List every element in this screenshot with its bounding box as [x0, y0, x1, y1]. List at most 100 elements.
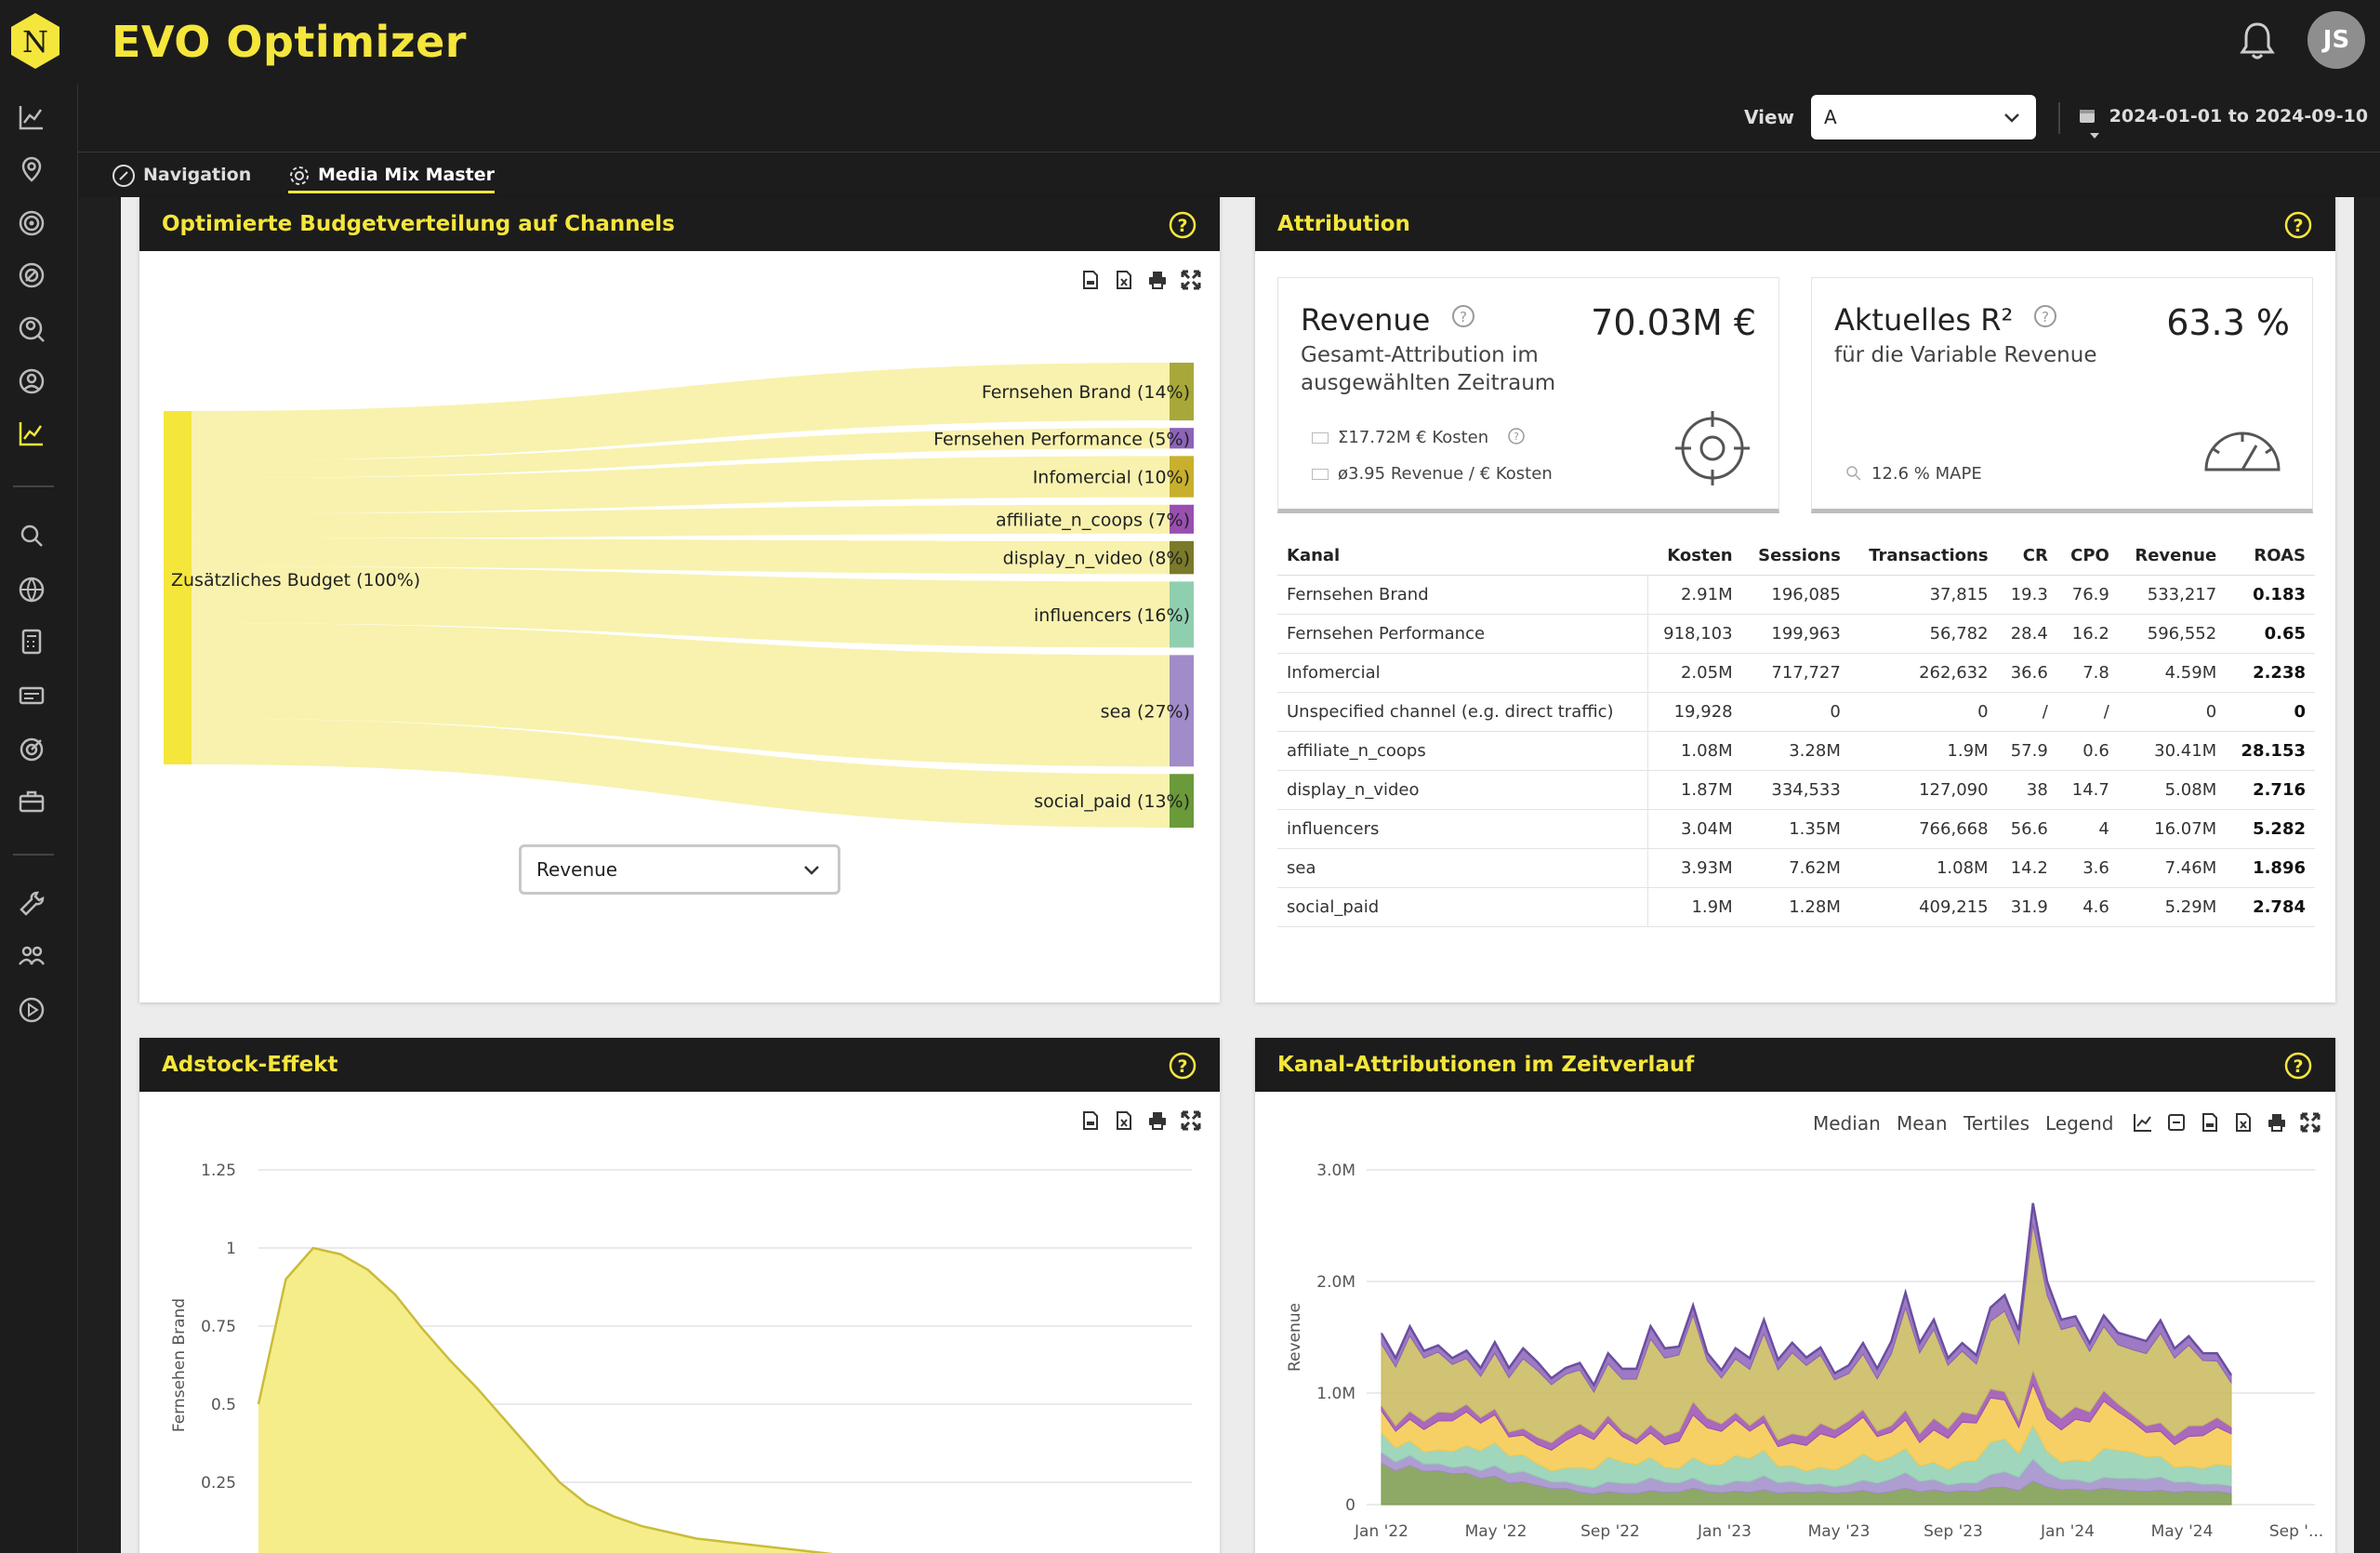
table-cell: 28.4: [1997, 614, 2057, 654]
fullscreen-icon[interactable]: [1181, 270, 1201, 290]
sankey-link[interactable]: [192, 623, 1170, 767]
export-excel-icon[interactable]: [1114, 1110, 1134, 1131]
column-header[interactable]: Transactions: [1849, 538, 1998, 576]
sankey-target-node[interactable]: [1170, 504, 1194, 534]
sankey-link[interactable]: [192, 363, 1170, 461]
help-circle-icon[interactable]: ?: [2033, 304, 2057, 328]
dashboard-canvas[interactable]: Optimierte Budgetverteilung auf Channels…: [121, 197, 2354, 1553]
notification-bell-icon[interactable]: [2239, 20, 2276, 61]
globe-icon[interactable]: [17, 575, 46, 604]
mean-toggle[interactable]: Mean: [1897, 1112, 1948, 1135]
help-icon[interactable]: ?: [1168, 1051, 1197, 1081]
search-icon[interactable]: [17, 521, 46, 551]
view-select-value: A: [1824, 106, 1837, 128]
print-icon[interactable]: [2267, 1112, 2287, 1133]
wrench-icon[interactable]: [17, 889, 46, 919]
help-circle-icon[interactable]: ?: [1507, 427, 1526, 445]
sankey-target-node[interactable]: [1170, 774, 1194, 828]
export-excel-icon[interactable]: [1114, 270, 1134, 290]
column-header[interactable]: CR: [1997, 538, 2057, 576]
budget-sankey-chart[interactable]: Fernsehen Brand (14%) Fernsehen Performan…: [139, 299, 1220, 857]
crosshair-icon: [1675, 411, 1750, 485]
location-pin-icon[interactable]: [17, 154, 46, 184]
metric-select[interactable]: Revenue: [519, 844, 840, 895]
tertiles-toggle[interactable]: Tertiles: [1964, 1112, 2030, 1135]
sankey-target-node[interactable]: [1170, 456, 1194, 498]
goal-icon[interactable]: [17, 735, 46, 764]
briefcase-icon[interactable]: [17, 787, 46, 816]
user-avatar[interactable]: JS: [2307, 11, 2365, 69]
print-icon[interactable]: [1147, 270, 1168, 290]
tab-media-mix-master[interactable]: Media Mix Master: [288, 156, 496, 193]
date-range-picker[interactable]: 2024-01-01 to 2024-09-10: [2079, 106, 2380, 147]
column-header[interactable]: Sessions: [1741, 538, 1850, 576]
help-icon[interactable]: ?: [2283, 210, 2313, 240]
minus-square-icon[interactable]: [2166, 1112, 2187, 1133]
users-icon[interactable]: [17, 941, 46, 971]
app-logo[interactable]: N: [9, 11, 61, 71]
help-icon[interactable]: ?: [1168, 210, 1197, 240]
sankey-source-node[interactable]: [164, 411, 192, 764]
target-icon[interactable]: [17, 208, 46, 238]
column-header[interactable]: Kanal: [1277, 538, 1648, 576]
view-select[interactable]: A: [1811, 95, 2036, 139]
table-cell: 5.282: [2226, 809, 2315, 849]
table-cell: 0: [1849, 692, 1998, 732]
sankey-target-node[interactable]: [1170, 428, 1194, 449]
cost-icon: [1312, 432, 1329, 444]
sankey-link[interactable]: [192, 456, 1170, 514]
table-cell: 16.2: [2056, 614, 2119, 654]
fullscreen-icon[interactable]: [1181, 1110, 1201, 1131]
sankey-link[interactable]: [192, 718, 1170, 828]
sankey-link[interactable]: [192, 504, 1170, 538]
sankey-target-node[interactable]: [1170, 363, 1194, 421]
timeline-chart[interactable]: 3.0M 2.0M 1.0M 0 Revenue Jan '22 May '22 Sep '2…: [1255, 1138, 2335, 1553]
table-cell: 127,090: [1849, 770, 1998, 810]
column-header[interactable]: CPO: [2056, 538, 2119, 576]
export-pdf-icon[interactable]: [2200, 1112, 2220, 1133]
help-icon[interactable]: ?: [2283, 1051, 2313, 1081]
sankey-target-node[interactable]: [1170, 655, 1194, 767]
control-bar: View A 2024-01-01 to 2024-09-10: [78, 84, 2380, 153]
table-row: Fernsehen Performance 918,103 199,963 56,78…: [1277, 614, 2315, 654]
calculator-icon[interactable]: [17, 627, 46, 657]
median-toggle[interactable]: Median: [1813, 1112, 1881, 1135]
attribution-panel-header: Attribution ?: [1255, 197, 2335, 251]
revenue-kpi-subtitle: Gesamt-Attribution im ausgewählten Zeitr…: [1301, 343, 1556, 395]
user-search-icon[interactable]: [17, 314, 46, 344]
sankey-target-node[interactable]: [1170, 581, 1194, 648]
play-circle-icon[interactable]: [17, 995, 46, 1025]
adstock-panel-title: Adstock-Effekt: [162, 1053, 338, 1077]
r2-kpi-value: 63.3 %: [2166, 302, 2290, 343]
table-cell: 36.6: [1997, 653, 2057, 693]
export-excel-icon[interactable]: [2233, 1112, 2254, 1133]
user-circle-icon[interactable]: [17, 366, 46, 396]
export-pdf-icon[interactable]: [1080, 270, 1101, 290]
sankey-target-node[interactable]: [1170, 540, 1194, 575]
x-tick-label: Sep '22: [1580, 1522, 1640, 1541]
revenue-kpi-cost: Σ17.72M € Kosten ?: [1312, 427, 1526, 447]
compass-icon[interactable]: [17, 260, 46, 290]
analytics-icon[interactable]: [17, 102, 46, 132]
line-chart-icon[interactable]: [2133, 1112, 2153, 1133]
svg-text:?: ?: [1460, 309, 1467, 325]
table-cell: 76.9: [2056, 575, 2119, 615]
column-header[interactable]: Revenue: [2118, 538, 2227, 576]
export-pdf-icon[interactable]: [1080, 1110, 1101, 1131]
sankey-link[interactable]: [192, 566, 1170, 648]
legend-toggle[interactable]: Legend: [2045, 1112, 2114, 1135]
card-icon[interactable]: [17, 681, 46, 710]
trend-chart-icon[interactable]: [17, 418, 46, 448]
sankey-link[interactable]: [192, 428, 1170, 479]
column-header[interactable]: Kosten: [1647, 538, 1742, 576]
tab-navigation[interactable]: Navigation: [112, 156, 251, 193]
help-circle-icon[interactable]: ?: [1451, 304, 1475, 328]
sankey-link[interactable]: [192, 538, 1170, 575]
print-icon[interactable]: [1147, 1110, 1168, 1131]
adstock-area[interactable]: [258, 1248, 1080, 1553]
table-cell: affiliate_n_coops: [1277, 731, 1648, 771]
fullscreen-icon[interactable]: [2300, 1112, 2320, 1133]
column-header[interactable]: ROAS: [2226, 538, 2315, 576]
table-cell: 0: [2226, 692, 2315, 732]
